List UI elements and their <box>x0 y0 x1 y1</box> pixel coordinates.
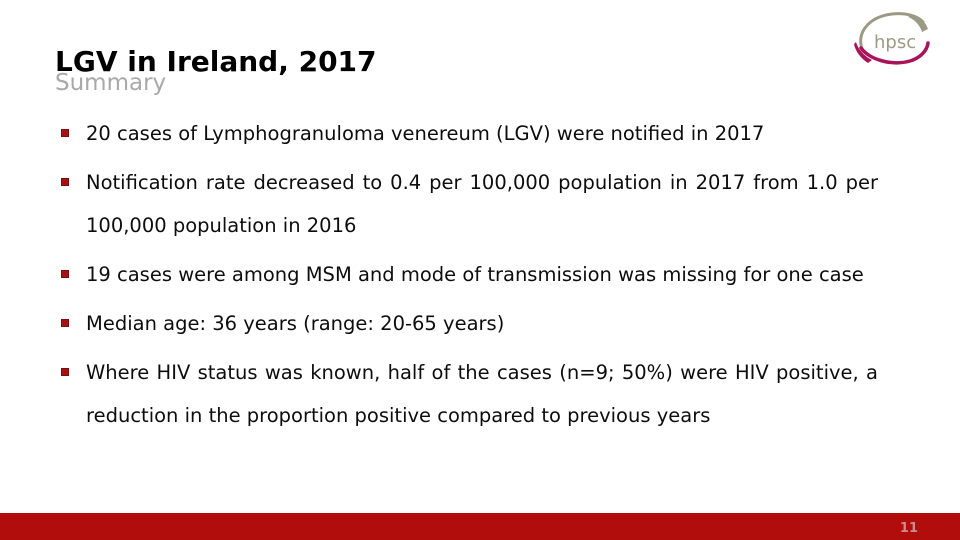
logo-text: hpsc <box>874 32 916 53</box>
bullet-item: Where HIV status was known, half of the … <box>60 351 878 437</box>
bullet-text: Where HIV status was known, half of the … <box>86 361 878 427</box>
bullet-item: 19 cases were among MSM and mode of tran… <box>60 253 878 296</box>
bullet-list: 20 cases of Lymphogranuloma venereum (LG… <box>60 112 878 443</box>
bullet-square-icon <box>61 368 69 376</box>
page-number: 11 <box>899 521 918 536</box>
bullet-square-icon <box>61 129 69 137</box>
bullet-item: Median age: 36 years (range: 20-65 years… <box>60 302 878 345</box>
bullet-square-icon <box>61 319 69 327</box>
bullet-item: Notification rate decreased to 0.4 per 1… <box>60 161 878 247</box>
slide-title: LGV in Ireland, 2017 <box>55 44 377 78</box>
slide-subtitle: Summary <box>55 70 167 96</box>
bullet-item: 20 cases of Lymphogranuloma venereum (LG… <box>60 112 878 155</box>
bullet-text: 20 cases of Lymphogranuloma venereum (LG… <box>86 122 765 145</box>
bullet-square-icon <box>61 178 69 186</box>
bullet-text: 19 cases were among MSM and mode of tran… <box>86 263 864 286</box>
bullet-text: Median age: 36 years (range: 20-65 years… <box>86 312 505 335</box>
bullet-text: Notification rate decreased to 0.4 per 1… <box>86 171 878 237</box>
bullet-square-icon <box>61 270 69 278</box>
footer-bar <box>0 513 960 540</box>
hpsc-logo-icon: hpsc <box>854 12 930 65</box>
